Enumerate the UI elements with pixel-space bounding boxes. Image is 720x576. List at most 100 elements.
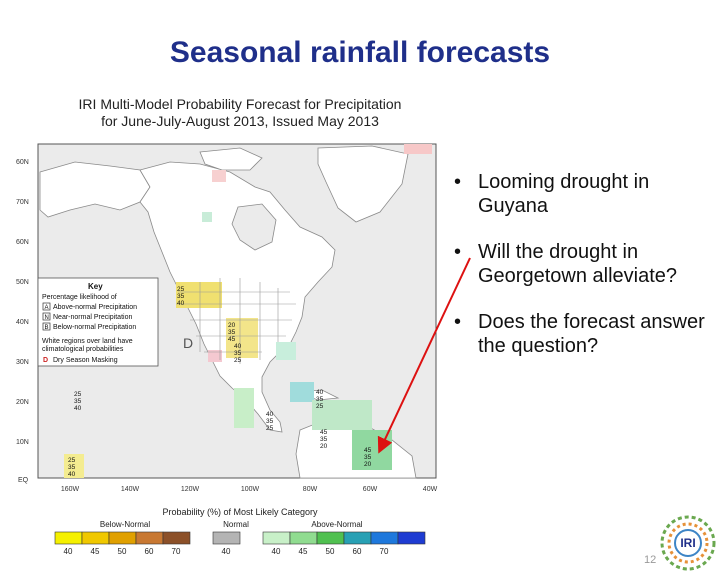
legend-tick-below: 50 bbox=[118, 547, 127, 556]
map-mark: 35 bbox=[266, 418, 274, 425]
lon-label: 100W bbox=[241, 486, 260, 493]
key-code-above: A bbox=[45, 305, 49, 311]
bullet-list: • Looming drought in Guyana • Will the dro… bbox=[448, 170, 716, 380]
legend-tick-below: 45 bbox=[91, 547, 100, 556]
map-title: IRI Multi-Model Probability Forecast for… bbox=[60, 96, 420, 130]
map-key-subtitle: Percentage likelihood of bbox=[42, 294, 117, 301]
map-key-title: Key bbox=[88, 282, 103, 291]
lat-label: 10N bbox=[16, 439, 29, 446]
latitude-labels: 60N 70N 60N 50N 40N 30N 20N 10N EQ bbox=[16, 159, 29, 484]
legend-tick-normal: 40 bbox=[222, 547, 231, 556]
legend-swatch-below bbox=[81, 531, 110, 545]
lat-label: 60N bbox=[16, 239, 29, 246]
lon-label: 60W bbox=[363, 486, 378, 493]
bullet-text: Looming drought in Guyana bbox=[478, 171, 650, 217]
map-mark: 35 bbox=[234, 350, 242, 357]
alaska-land bbox=[39, 161, 151, 218]
map-title-line1: IRI Multi-Model Probability Forecast for… bbox=[78, 96, 402, 112]
legend-ticks: 40 45 50 60 70 40 40 45 50 60 70 bbox=[64, 547, 389, 556]
legend-tick-below: 70 bbox=[172, 547, 181, 556]
map-mark: 35 bbox=[320, 436, 328, 443]
lon-label: 80W bbox=[303, 486, 318, 493]
lat-label: 20N bbox=[16, 399, 29, 406]
legend-tick-below: 60 bbox=[145, 547, 154, 556]
dry-season-mark: D bbox=[183, 335, 193, 351]
key-label-near: Near-normal Precipitation bbox=[53, 314, 132, 321]
key-dry-code: D bbox=[43, 357, 48, 364]
box-green-central bbox=[234, 388, 254, 428]
legend-swatch-below bbox=[108, 531, 137, 545]
arctic-islands-land bbox=[199, 147, 263, 171]
bullet-item: • Will the drought in Georgetown alleviat… bbox=[454, 241, 678, 287]
legend-swatches bbox=[54, 531, 426, 545]
bullet-text: Does the forecast answer the question? bbox=[478, 311, 705, 357]
lat-label: 70N bbox=[16, 199, 29, 206]
box-yellow-pacific bbox=[64, 454, 84, 478]
lat-label: 60N bbox=[16, 159, 29, 166]
map-mark: 40 bbox=[74, 405, 82, 412]
forecast-map-figure: IRI Multi-Model Probability Forecast for… bbox=[0, 92, 440, 562]
state-grid bbox=[176, 278, 296, 364]
key-dry-label: Dry Season Masking bbox=[53, 357, 118, 364]
map-mark: 40 bbox=[177, 300, 185, 307]
bullet-item: • Does the forecast answer the question? bbox=[454, 311, 705, 357]
lat-label: EQ bbox=[18, 477, 29, 484]
legend-below-label: Below-Normal bbox=[100, 520, 150, 529]
map-mark: 35 bbox=[364, 454, 372, 461]
lon-label: 40W bbox=[423, 486, 438, 493]
legend-tick-above: 40 bbox=[272, 547, 281, 556]
legend-title: Probability (%) of Most Likely Category bbox=[162, 507, 318, 517]
map-mark: 25 bbox=[68, 457, 76, 464]
legend-swatch-above bbox=[289, 531, 318, 545]
key-note-line2: climatological probabilities bbox=[42, 346, 124, 353]
legend-normal-label: Normal bbox=[223, 520, 249, 529]
lat-label: 40N bbox=[16, 319, 29, 326]
longitude-labels: 160W 140W 120W 100W 80W 60W 40W bbox=[61, 486, 438, 493]
box-pink-arctic bbox=[404, 144, 432, 154]
north-america-land bbox=[139, 161, 336, 433]
map-mark: 40 bbox=[234, 343, 242, 350]
map-mark: 45 bbox=[320, 429, 328, 436]
map-mark: 40 bbox=[266, 411, 274, 418]
map-mark: 40 bbox=[68, 471, 76, 478]
map-mark: 25 bbox=[316, 403, 324, 410]
legend-swatch-above bbox=[370, 531, 399, 545]
map-mark: 20 bbox=[228, 322, 236, 329]
page-number: 12 bbox=[644, 554, 657, 566]
legend-tick-above: 50 bbox=[326, 547, 335, 556]
legend-swatch-below bbox=[162, 531, 191, 545]
key-label-below: Below-normal Precipitation bbox=[53, 324, 136, 331]
box-yellow-northwest bbox=[176, 282, 222, 308]
box-teal-caribbean bbox=[290, 382, 314, 402]
map-mark: 20 bbox=[320, 443, 328, 450]
iri-logo: IRI bbox=[660, 515, 716, 571]
map-mark: 25 bbox=[234, 357, 242, 364]
map-title-line2: for June-July-August 2013, Issued May 20… bbox=[101, 113, 379, 129]
map-mark: 25 bbox=[177, 286, 185, 293]
box-green-guyana bbox=[352, 430, 392, 470]
bullet-text: Will the drought in Georgetown alleviate… bbox=[478, 241, 678, 287]
legend-swatch-above bbox=[343, 531, 372, 545]
forecast-map: 60N 70N 60N 50N 40N 30N 20N 10N EQ 160W … bbox=[16, 143, 438, 556]
lat-label: 30N bbox=[16, 359, 29, 366]
map-mark: 35 bbox=[177, 293, 185, 300]
lon-label: 140W bbox=[121, 486, 140, 493]
map-mark: 35 bbox=[68, 464, 76, 471]
probability-marks: 25 35 40 20 35 45 D 40 35 25 40 35 25 40… bbox=[68, 286, 372, 478]
legend-swatch-below bbox=[135, 531, 164, 545]
legend-swatch-above bbox=[316, 531, 345, 545]
map-mark: 20 bbox=[364, 461, 372, 468]
slide-title: Seasonal rainfall forecasts bbox=[169, 36, 551, 69]
map-key: Key Percentage likelihood of A Above-nor… bbox=[37, 277, 159, 367]
lon-label: 160W bbox=[61, 486, 80, 493]
key-code-below: B bbox=[45, 325, 49, 331]
box-green-canada bbox=[202, 212, 212, 222]
lon-label: 120W bbox=[181, 486, 200, 493]
map-mark: 45 bbox=[364, 447, 372, 454]
key-label-above: Above-normal Precipitation bbox=[53, 304, 137, 311]
lat-label: 50N bbox=[16, 279, 29, 286]
box-green-caribbean bbox=[312, 400, 372, 430]
box-pink-mexico bbox=[208, 350, 222, 362]
legend-swatch-normal bbox=[212, 531, 241, 545]
legend-tick-below: 40 bbox=[64, 547, 73, 556]
